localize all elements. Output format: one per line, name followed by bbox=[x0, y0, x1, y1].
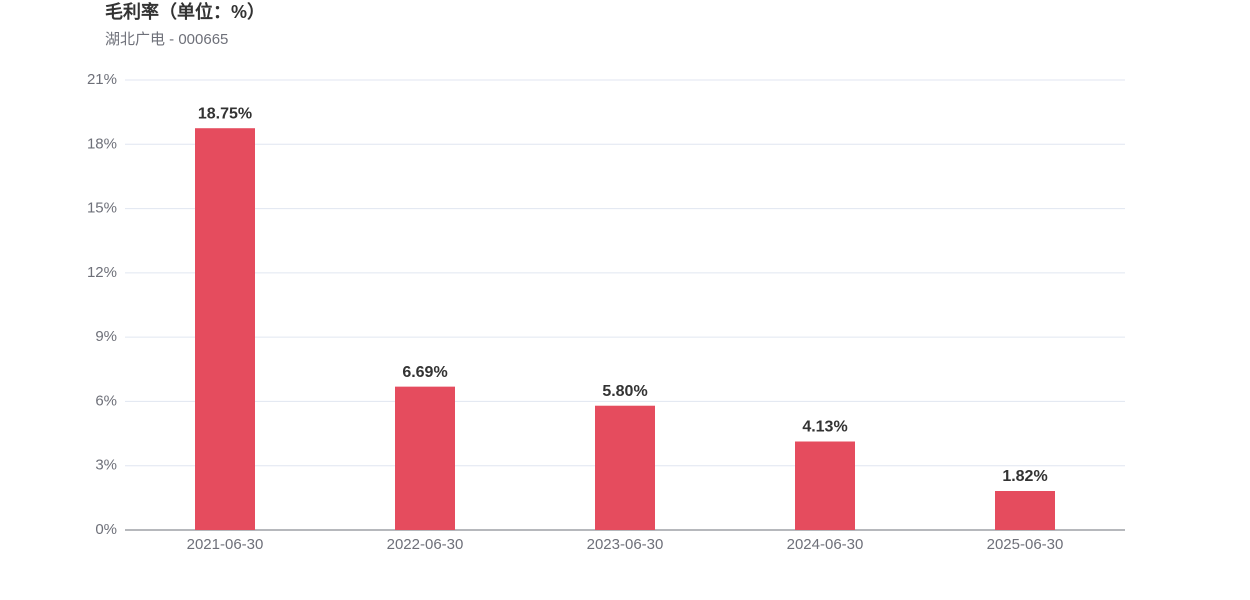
y-tick-label: 18% bbox=[87, 135, 117, 152]
value-label: 1.82% bbox=[1002, 468, 1047, 485]
y-tick-label: 0% bbox=[95, 521, 117, 538]
chart-subtitle: 湖北广电 - 000665 bbox=[105, 31, 228, 48]
x-tick-label: 2025-06-30 bbox=[987, 536, 1064, 553]
chart-title: 毛利率（单位：%） bbox=[105, 1, 265, 22]
bar bbox=[995, 491, 1055, 530]
y-tick-label: 21% bbox=[87, 71, 117, 88]
y-tick-label: 3% bbox=[95, 457, 117, 474]
bar bbox=[395, 386, 455, 530]
value-label: 18.75% bbox=[198, 105, 252, 122]
y-tick-label: 12% bbox=[87, 264, 117, 281]
bar bbox=[795, 441, 855, 530]
y-tick-label: 6% bbox=[95, 392, 117, 409]
x-tick-label: 2024-06-30 bbox=[787, 536, 864, 553]
bar bbox=[195, 128, 255, 530]
value-label: 4.13% bbox=[802, 419, 847, 436]
x-tick-label: 2021-06-30 bbox=[187, 536, 264, 553]
x-tick-label: 2023-06-30 bbox=[587, 536, 664, 553]
y-tick-label: 9% bbox=[95, 328, 117, 345]
y-tick-label: 15% bbox=[87, 200, 117, 217]
value-label: 6.69% bbox=[402, 364, 447, 381]
value-label: 5.80% bbox=[602, 383, 647, 400]
x-tick-label: 2022-06-30 bbox=[387, 536, 464, 553]
bar bbox=[595, 405, 655, 530]
